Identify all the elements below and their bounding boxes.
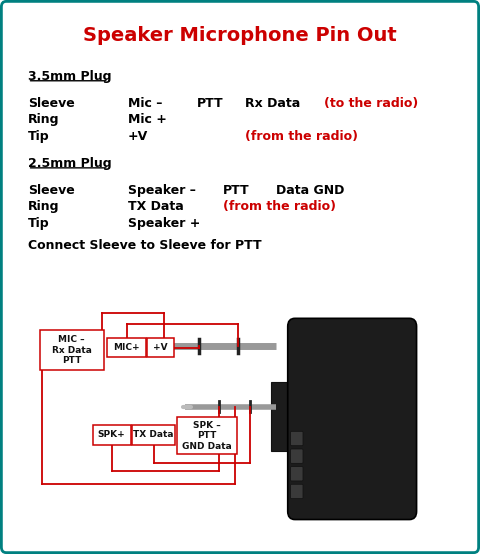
Text: SPK+: SPK+ [98, 430, 125, 439]
FancyBboxPatch shape [290, 484, 303, 499]
Text: Rx Data: Rx Data [245, 97, 300, 110]
Text: TX Data: TX Data [133, 430, 174, 439]
Text: 3.5mm Plug: 3.5mm Plug [28, 70, 111, 83]
Text: Mic +: Mic + [128, 113, 167, 126]
Text: (from the radio): (from the radio) [245, 130, 358, 143]
Text: Ring: Ring [28, 113, 59, 126]
Text: Speaker Microphone Pin Out: Speaker Microphone Pin Out [83, 26, 397, 45]
Text: +V: +V [128, 130, 148, 143]
Text: MIC+: MIC+ [113, 343, 140, 352]
FancyBboxPatch shape [290, 449, 303, 463]
FancyBboxPatch shape [93, 425, 131, 444]
Text: Tip: Tip [28, 130, 49, 143]
Text: Ring: Ring [28, 201, 59, 213]
FancyBboxPatch shape [177, 417, 237, 454]
Text: SPK –
PTT
GND Data: SPK – PTT GND Data [182, 420, 232, 451]
Text: Speaker +: Speaker + [128, 217, 200, 230]
FancyBboxPatch shape [290, 466, 303, 481]
Text: Mic –: Mic – [128, 97, 162, 110]
FancyBboxPatch shape [107, 338, 146, 357]
Text: Connect Sleeve to Sleeve for PTT: Connect Sleeve to Sleeve for PTT [28, 239, 261, 252]
Text: PTT: PTT [223, 184, 250, 197]
Text: (from the radio): (from the radio) [223, 201, 336, 213]
Text: Sleeve: Sleeve [28, 184, 74, 197]
Text: PTT: PTT [197, 97, 224, 110]
Text: (to the radio): (to the radio) [324, 97, 418, 110]
Text: +V: +V [154, 343, 168, 352]
FancyBboxPatch shape [132, 425, 175, 444]
Text: TX Data: TX Data [128, 201, 184, 213]
FancyBboxPatch shape [288, 319, 417, 520]
FancyBboxPatch shape [40, 330, 104, 370]
Text: Tip: Tip [28, 217, 49, 230]
FancyBboxPatch shape [271, 382, 299, 450]
Text: Speaker –: Speaker – [128, 184, 196, 197]
Text: Sleeve: Sleeve [28, 97, 74, 110]
Text: MIC –
Rx Data
PTT: MIC – Rx Data PTT [52, 335, 92, 365]
Text: Data GND: Data GND [276, 184, 344, 197]
FancyBboxPatch shape [290, 432, 303, 445]
FancyBboxPatch shape [147, 338, 174, 357]
Text: 2.5mm Plug: 2.5mm Plug [28, 157, 111, 171]
